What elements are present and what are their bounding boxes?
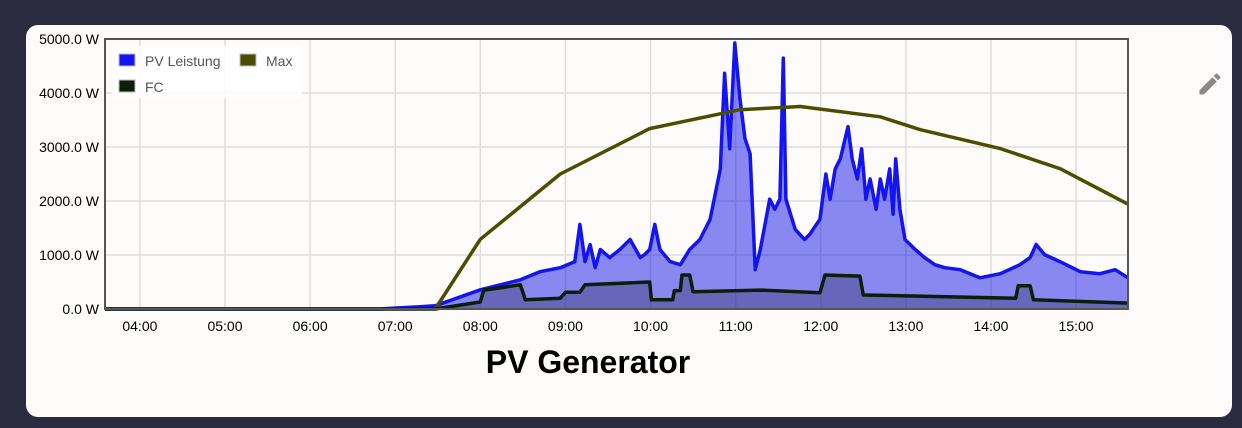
legend-swatch-pv (118, 53, 136, 67)
legend-swatch-max (239, 53, 257, 67)
legend: PV Leistung Max FC (112, 46, 302, 98)
x-tick-label: 14:00 (973, 318, 1008, 334)
y-tick-label: 3000.0 W (39, 139, 100, 155)
legend-label-pv: PV Leistung (145, 53, 221, 69)
x-tick-label: 06:00 (293, 318, 328, 334)
x-tick-label: 11:00 (719, 318, 753, 334)
plot-frame (104, 38, 1129, 310)
x-tick-label: 13:00 (888, 318, 923, 334)
chart-title: PV Generator (486, 344, 691, 380)
x-tick-label: 15:00 (1059, 318, 1094, 334)
x-tick-label: 12:00 (803, 318, 838, 334)
y-tick-label: 0.0 W (62, 301, 99, 317)
legend-label-max: Max (266, 53, 292, 69)
legend-box (112, 46, 302, 98)
fc-line (105, 273, 1129, 311)
series-layer (105, 41, 1129, 311)
pencil-icon[interactable] (1196, 70, 1224, 98)
y-axis: 0.0 W 1000.0 W 2000.0 W 3000.0 W 4000.0 W 500… (39, 31, 100, 317)
pv-leistung-line (105, 41, 1129, 311)
y-tick-label: 2000.0 W (39, 193, 100, 209)
y-tick-label: 5000.0 W (39, 31, 100, 47)
x-tick-label: 05:00 (207, 318, 242, 334)
x-axis: 04:00 05:00 06:00 07:00 08:00 09:00 10:00 11:00… (122, 318, 1093, 334)
legend-label-fc: FC (145, 79, 164, 95)
x-tick-label: 10:00 (633, 318, 668, 334)
fc-area (105, 275, 1128, 309)
x-tick-label: 07:00 (378, 318, 413, 334)
legend-swatch-fc (118, 79, 136, 93)
max-line (433, 104, 1129, 310)
x-tick-label: 04:00 (122, 318, 157, 334)
y-tick-label: 4000.0 W (39, 85, 100, 101)
x-tick-label: 08:00 (463, 318, 498, 334)
x-tick-label: 09:00 (548, 318, 583, 334)
pv-leistung-area (105, 43, 1128, 309)
y-tick-label: 1000.0 W (39, 247, 100, 263)
